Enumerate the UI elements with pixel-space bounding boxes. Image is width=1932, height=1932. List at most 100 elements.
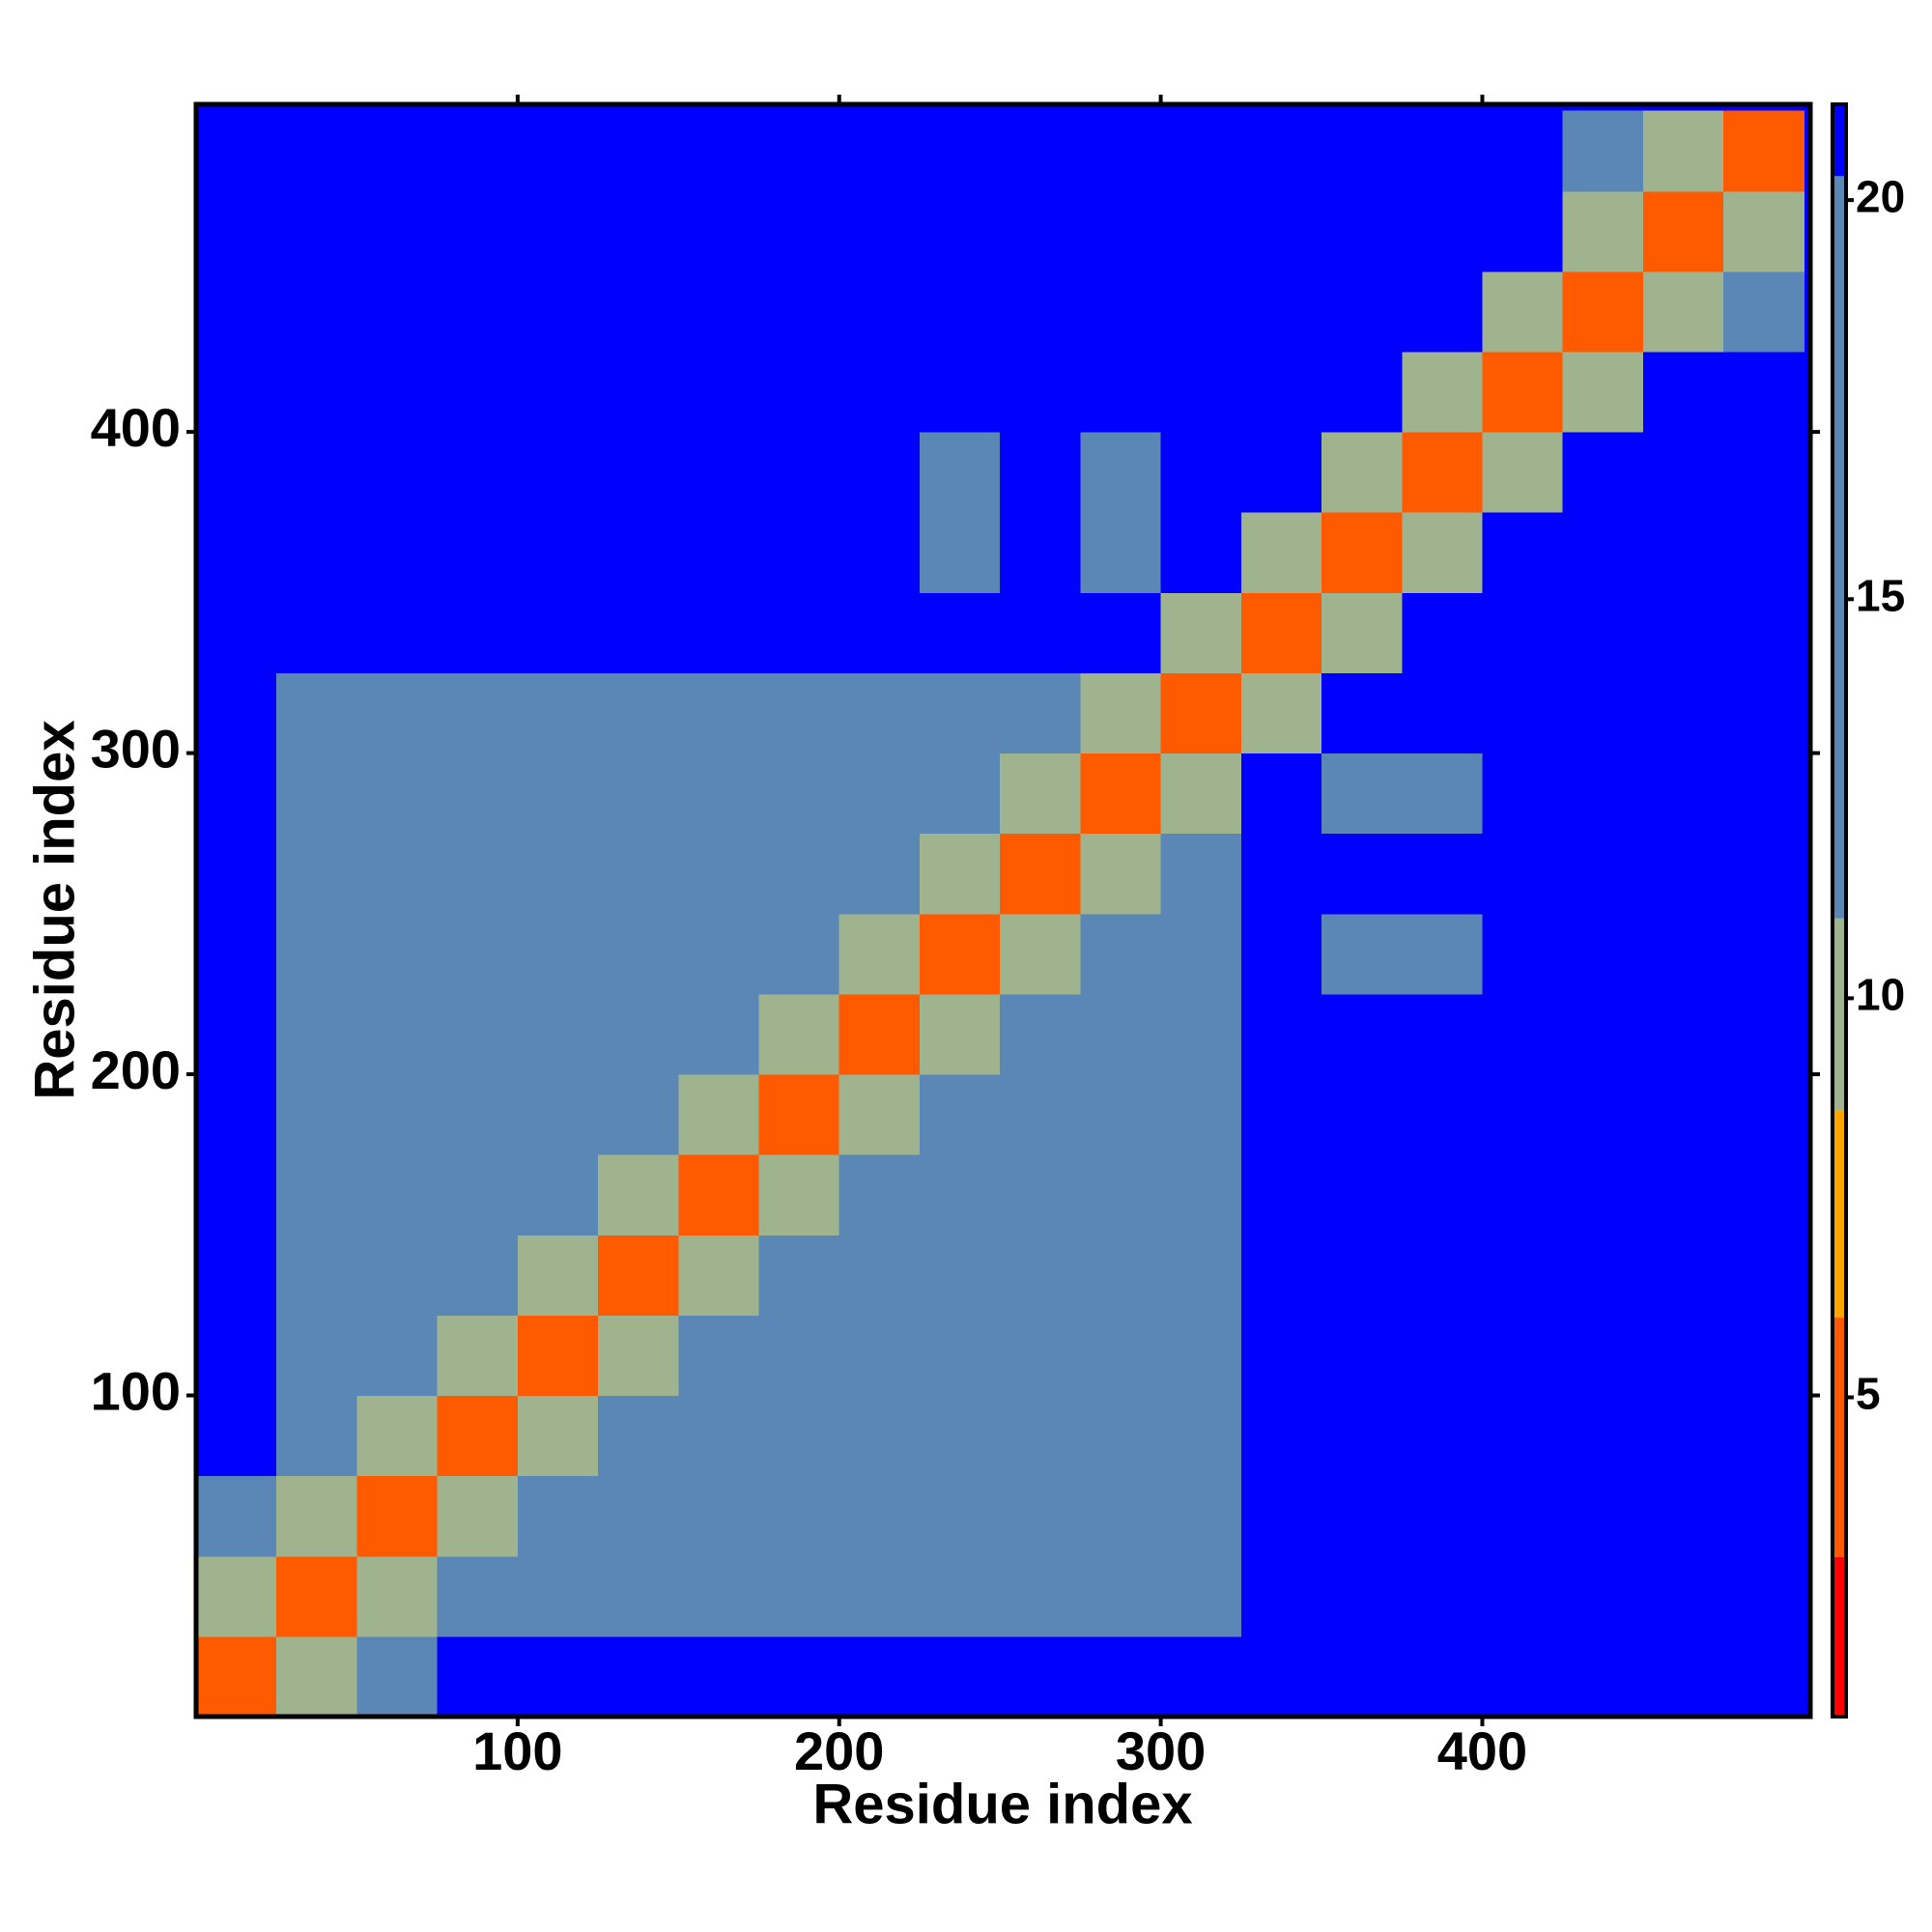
heatmap-cell <box>1160 352 1242 433</box>
heatmap-cell <box>598 1315 679 1397</box>
heatmap-cell <box>1080 1395 1162 1477</box>
heatmap-cell <box>1723 913 1804 995</box>
heatmap-cell <box>838 432 921 513</box>
heatmap-cell <box>758 993 840 1075</box>
heatmap-cell <box>919 352 1001 433</box>
heatmap-cell <box>598 1235 679 1316</box>
heatmap-cell <box>437 833 519 915</box>
heatmap-cell <box>838 352 921 433</box>
heatmap-cell <box>1402 672 1483 754</box>
heatmap-cell <box>838 1235 921 1316</box>
heatmap-cell <box>758 1635 840 1718</box>
heatmap-cell <box>1000 1555 1081 1637</box>
heatmap-cell <box>758 1475 840 1557</box>
heatmap-cell <box>196 913 277 995</box>
heatmap-cell <box>1723 1074 1804 1155</box>
heatmap-cell <box>356 1074 439 1155</box>
heatmap-cell <box>1482 1235 1564 1316</box>
y-tick-label: 300 <box>91 718 181 779</box>
heatmap-cell <box>1000 352 1081 433</box>
heatmap-cell <box>1402 1475 1483 1557</box>
heatmap-cell <box>276 1395 357 1477</box>
colorbar-frame <box>1831 102 1848 1719</box>
heatmap-cell <box>1402 753 1483 835</box>
heatmap-cell <box>678 432 760 513</box>
heatmap-cell <box>838 110 921 192</box>
heatmap-cell <box>1160 993 1242 1075</box>
heatmap-cell <box>1562 1395 1644 1477</box>
heatmap-cell <box>356 913 439 995</box>
heatmap-cell <box>758 1315 840 1397</box>
heatmap-cell <box>1321 833 1403 915</box>
heatmap-cell <box>1000 913 1081 995</box>
heatmap-cell <box>1402 592 1483 673</box>
heatmap-cell <box>1642 190 1724 272</box>
heatmap-cell <box>1482 672 1564 754</box>
heatmap-cell <box>758 1074 840 1155</box>
heatmap-cell <box>1080 1154 1162 1236</box>
heatmap-cell <box>1642 352 1724 433</box>
heatmap-cell <box>919 110 1001 192</box>
heatmap-cell <box>276 1235 357 1316</box>
heatmap-cell <box>1642 592 1724 673</box>
heatmap-cell <box>517 190 599 272</box>
heatmap-cell <box>437 1555 519 1637</box>
heatmap-cell <box>1402 993 1483 1075</box>
heatmap-cell <box>356 190 439 272</box>
heatmap-cell <box>838 753 921 835</box>
heatmap-cell <box>356 753 439 835</box>
heatmap-cell <box>1321 432 1403 513</box>
heatmap-cell <box>196 1074 277 1155</box>
heatmap-cell <box>1000 1315 1081 1397</box>
heatmap-cell <box>598 190 679 272</box>
heatmap-cell <box>1562 110 1644 192</box>
heatmap-cell <box>1402 833 1483 915</box>
heatmap-cell <box>1240 190 1322 272</box>
heatmap-cell <box>276 672 357 754</box>
heatmap-cell <box>1562 1154 1644 1236</box>
heatmap-cell <box>1402 190 1483 272</box>
heatmap-cell <box>1240 1555 1322 1637</box>
heatmap-cell <box>1160 432 1242 513</box>
heatmap-cell <box>758 1154 840 1236</box>
heatmap-cell <box>1402 352 1483 433</box>
heatmap-cell <box>1723 833 1804 915</box>
heatmap-cell <box>1321 913 1403 995</box>
heatmap-cell <box>1642 512 1724 593</box>
heatmap-cell <box>919 993 1001 1075</box>
heatmap-cell <box>1000 753 1081 835</box>
heatmap-cell <box>919 1395 1001 1477</box>
heatmap-cell <box>1160 1235 1242 1316</box>
x-tick-label: 400 <box>1437 1720 1527 1781</box>
heatmap-cell <box>1160 833 1242 915</box>
heatmap-cell <box>1240 592 1322 673</box>
heatmap-cell <box>1723 1475 1804 1557</box>
heatmap-cell <box>919 270 1001 353</box>
heatmap-cell <box>1000 672 1081 754</box>
heatmap-cell <box>919 1555 1001 1637</box>
heatmap-cell <box>1000 592 1081 673</box>
heatmap-cell <box>276 1315 357 1397</box>
heatmap-cell <box>1160 592 1242 673</box>
heatmap-cell <box>437 432 519 513</box>
heatmap-cell <box>196 993 277 1075</box>
heatmap-cell <box>196 753 277 835</box>
heatmap-cell <box>517 1475 599 1557</box>
x-axis-title: Residue index <box>812 1773 1192 1835</box>
heatmap-cell <box>1562 1235 1644 1316</box>
heatmap-cell <box>437 592 519 673</box>
colorbar-tick-label: 5 <box>1856 1369 1881 1419</box>
y-axis-title: Residue index <box>23 720 86 1099</box>
heatmap-cell <box>1240 993 1322 1075</box>
heatmap-cell <box>1321 190 1403 272</box>
heatmap-cell <box>1321 352 1403 433</box>
heatmap-cell <box>1642 1475 1724 1557</box>
heatmap-cell <box>1160 1074 1242 1155</box>
heatmap-cell <box>1482 432 1564 513</box>
heatmap-cell <box>356 352 439 433</box>
heatmap-cell <box>758 1555 840 1637</box>
colorbar-band <box>1833 1317 1846 1557</box>
heatmap-cell <box>1482 1555 1564 1637</box>
heatmap-cell <box>356 1475 439 1557</box>
